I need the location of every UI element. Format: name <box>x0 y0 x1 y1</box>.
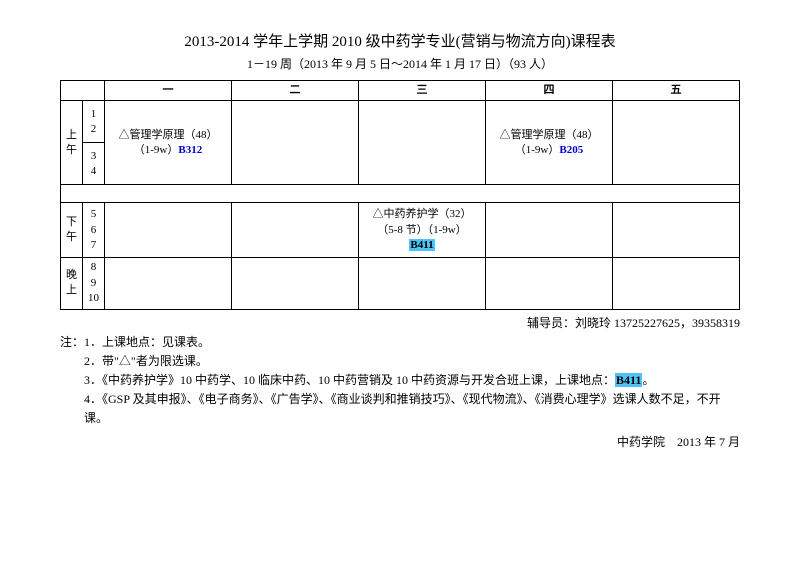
empty-cell <box>105 258 232 309</box>
empty-cell <box>232 203 359 258</box>
table-row: 下 午 5 6 7 △中药养护学（32） （5-8 节）（1-9w） B411 <box>61 203 740 258</box>
course-cell: △中药养护学（32） （5-8 节）（1-9w） B411 <box>359 203 486 258</box>
period-cell: 5 6 7 <box>83 203 105 258</box>
day-header: 五 <box>613 81 740 101</box>
notes-prefix: 注： <box>60 333 84 352</box>
empty-cell <box>105 203 232 258</box>
table-row: 晚 上 8 9 10 <box>61 258 740 309</box>
day-header: 一 <box>105 81 232 101</box>
spacer-row <box>61 185 740 203</box>
day-header: 四 <box>486 81 613 101</box>
empty-cell <box>359 258 486 309</box>
table-row: 上 午 1 2 △管理学原理（48） （1-9w）B312 △管理学原理（48）… <box>61 101 740 143</box>
notes-indent <box>60 371 84 390</box>
page-subtitle: 1－19 周（2013 年 9 月 5 日～2014 年 1 月 17 日）（9… <box>60 55 740 72</box>
day-header: 二 <box>232 81 359 101</box>
empty-cell <box>232 101 359 185</box>
schedule-table: 一 二 三 四 五 上 午 1 2 △管理学原理（48） （1-9w）B312 … <box>60 80 740 310</box>
empty-cell <box>613 203 740 258</box>
session-label: 上 午 <box>61 101 83 185</box>
period-cell: 1 2 <box>83 101 105 143</box>
empty-cell <box>613 101 740 185</box>
session-label: 晚 上 <box>61 258 83 309</box>
header-row: 一 二 三 四 五 <box>61 81 740 101</box>
note-item: 1．上课地点：见课表。 <box>84 333 740 352</box>
tutor-info: 辅导员：刘晓玲 13725227625，39358319 <box>60 314 740 331</box>
session-label: 下 午 <box>61 203 83 258</box>
period-cell: 3 4 <box>83 143 105 185</box>
page-title: 2013-2014 学年上学期 2010 级中药学专业(营销与物流方向)课程表 <box>60 30 740 51</box>
notes-indent <box>60 352 84 371</box>
note-item: 2．带"△"者为限选课。 <box>84 352 740 371</box>
empty-cell <box>486 203 613 258</box>
empty-cell <box>613 258 740 309</box>
footer-text: 中药学院 2013 年 7 月 <box>60 433 740 450</box>
notes-indent <box>60 390 84 428</box>
empty-cell <box>359 101 486 185</box>
course-cell: △管理学原理（48） （1-9w）B312 <box>105 101 232 185</box>
note-item: 4．《GSP 及其申报》、《电子商务》、《广告学》、《商业谈判和推销技巧》、《现… <box>84 390 740 428</box>
note-item: 3．《中药养护学》10 中药学、10 临床中药、10 中药营销及 10 中药资源… <box>84 371 740 390</box>
day-header: 三 <box>359 81 486 101</box>
header-blank <box>61 81 105 101</box>
empty-cell <box>486 258 613 309</box>
course-cell: △管理学原理（48） （1-9w）B205 <box>486 101 613 185</box>
notes-section: 注： 1．上课地点：见课表。 2．带"△"者为限选课。 3．《中药养护学》10 … <box>60 333 740 429</box>
empty-cell <box>232 258 359 309</box>
period-cell: 8 9 10 <box>83 258 105 309</box>
